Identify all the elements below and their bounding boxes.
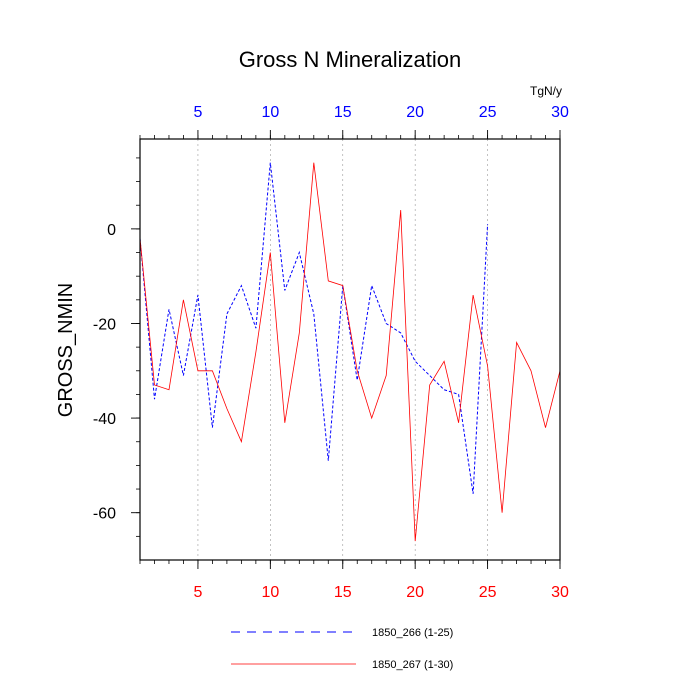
x-tick-label-bottom: 20 (406, 584, 424, 601)
x-tick-label-top: 15 (334, 104, 352, 121)
vertical-gridlines (197, 139, 488, 560)
y-tick-label: -20 (93, 316, 116, 333)
legend-label-1850-266: 1850_266 (1-25) (372, 627, 453, 639)
x-tick-label-bottom: 5 (193, 584, 202, 601)
y-tick-label: -60 (93, 506, 116, 523)
legend: 1850_266 (1-25) 1850_267 (1-30) (231, 627, 453, 671)
x-tick-label-bottom: 25 (479, 584, 497, 601)
x-tick-label-top: 25 (479, 104, 497, 121)
y-axis-label: GROSS_NMIN (55, 283, 77, 417)
y-tick-label: -40 (93, 411, 116, 428)
x-tick-label-bottom: 15 (334, 584, 352, 601)
series-layer (139, 162, 561, 542)
x-tick-label-bottom: 10 (261, 584, 279, 601)
x-tick-label-top: 20 (406, 104, 424, 121)
units-label: TgN/y (530, 84, 562, 98)
ticks-layer (131, 130, 561, 569)
plot-frame (139, 138, 561, 561)
legend-label-1850-267: 1850_267 (1-30) (372, 659, 453, 671)
tick-labels-layer: 5 5 10 10 15 15 20 20 25 25 30 30 0 -20 -40 -60 (93, 104, 569, 601)
series-line-1850-266 (139, 162, 489, 494)
x-tick-label-top: 10 (261, 104, 279, 121)
x-tick-label-top: 30 (551, 104, 569, 121)
chart-title: Gross N Mineralization (239, 47, 462, 72)
series-line-1850-267 (139, 162, 561, 542)
x-tick-label-top: 5 (193, 104, 202, 121)
y-tick-label: 0 (107, 222, 116, 239)
x-tick-label-bottom: 30 (551, 584, 569, 601)
